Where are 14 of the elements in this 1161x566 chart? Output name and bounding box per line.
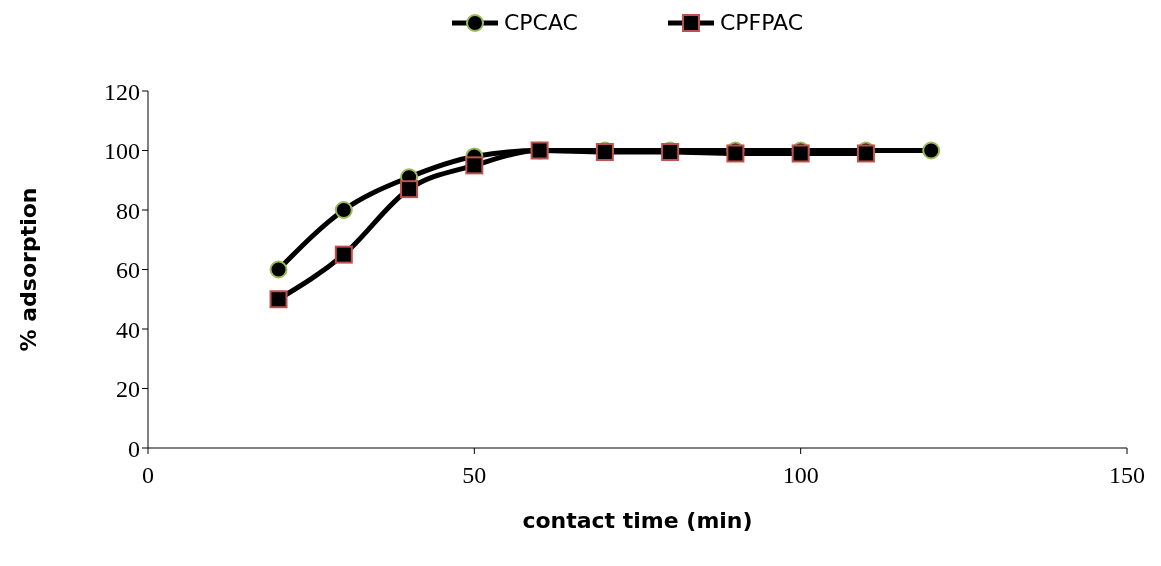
x-tick-label: 100 [782,462,819,489]
y-tick-label: 100 [104,138,140,165]
y-tick-label: 40 [116,316,140,343]
y-tick-label: 60 [116,257,140,284]
y-tick-label: 20 [116,376,140,403]
x-axis-title: contact time (min) [522,508,753,533]
y-tick-label: 80 [116,197,140,224]
legend-label: CPCAC [503,10,578,35]
y-tick-label: 0 [128,435,140,462]
y-tick-label: 120 [104,78,140,105]
y-axis-title: % adsorption [15,187,41,352]
legend-label: CPFPAC [719,10,804,35]
x-tick-label: 150 [1109,462,1145,489]
x-tick-label: 50 [462,462,487,489]
